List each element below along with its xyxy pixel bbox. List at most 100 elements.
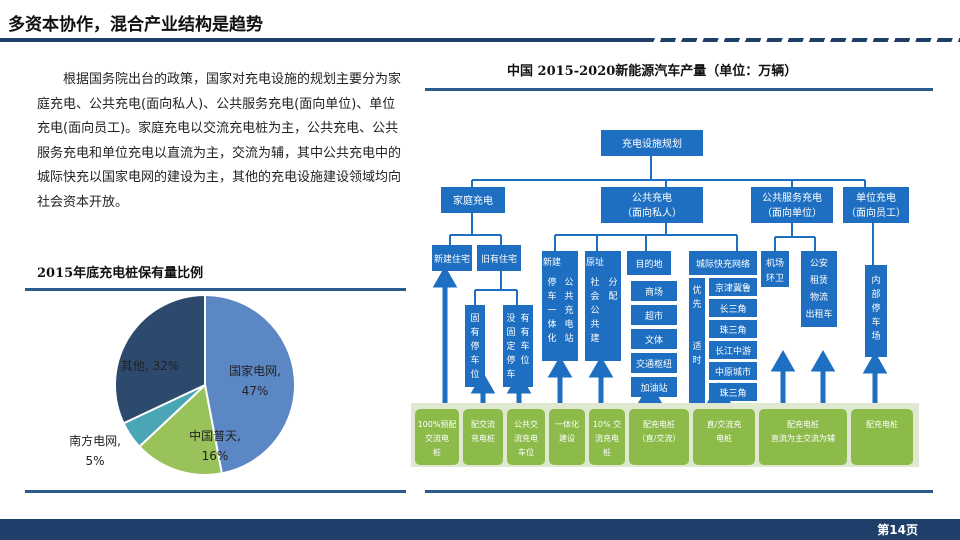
new-residence-box	[432, 245, 472, 271]
svg-text:站: 站	[564, 332, 573, 344]
svg-text:停: 停	[470, 340, 479, 352]
pie-label-value-2: 5%	[85, 454, 104, 468]
svg-text:位: 位	[470, 368, 479, 380]
svg-text:公: 公	[564, 277, 573, 288]
bottom-box-2	[463, 409, 503, 465]
svg-text:适: 适	[692, 341, 701, 352]
svg-text:流充电: 流充电	[514, 433, 538, 443]
svg-text:内: 内	[871, 274, 880, 286]
fixed-parking-box	[465, 305, 485, 387]
left-rule-bottom	[25, 490, 406, 493]
svg-text:建: 建	[590, 332, 599, 344]
right-rule-bottom	[425, 490, 933, 493]
category-unit-box	[843, 187, 909, 223]
bottom-box-8	[759, 409, 847, 465]
svg-text:部: 部	[871, 288, 880, 300]
bottom-box-9	[851, 409, 913, 465]
svg-text:充: 充	[564, 304, 573, 316]
svg-text:一: 一	[547, 306, 556, 316]
pie-label-name-0: 国家电网,	[229, 363, 281, 378]
svg-text:有: 有	[470, 326, 479, 338]
svg-text:车: 车	[547, 290, 556, 302]
svg-text:超市: 超市	[645, 310, 663, 322]
svg-text:停: 停	[547, 276, 556, 288]
svg-text:公共交: 公共交	[514, 419, 538, 429]
title-rule	[0, 38, 640, 42]
category-service-label: 公共服务充电	[762, 191, 822, 204]
root-label: 充电设施规划	[622, 137, 682, 150]
svg-text:长三角: 长三角	[719, 303, 746, 315]
svg-text:交流电: 交流电	[425, 433, 449, 443]
svg-text:（面向私人）: （面向私人）	[622, 206, 682, 219]
svg-text:停: 停	[871, 302, 880, 314]
category-public-label: 公共充电	[632, 191, 672, 204]
old-residence-box	[477, 245, 521, 271]
svg-text:化: 化	[547, 332, 556, 344]
svg-text:车: 车	[470, 354, 479, 366]
svg-text:固: 固	[506, 327, 515, 338]
pie-chart-title: 2015年底充电桩保有量比例	[37, 266, 204, 281]
page-title: 多资本协作，混合产业结构是趋势	[8, 15, 263, 35]
svg-text:（直/交流）: （直/交流）	[638, 433, 681, 443]
svg-text:定: 定	[506, 340, 515, 352]
svg-text:文体: 文体	[645, 334, 663, 346]
svg-text:原址: 原址	[586, 256, 604, 268]
category-service-box	[751, 187, 833, 223]
svg-text:共: 共	[564, 291, 573, 302]
pie-label-value-1: 16%	[202, 449, 229, 463]
svg-text:配: 配	[608, 291, 617, 302]
svg-text:新建: 新建	[543, 256, 561, 268]
svg-text:珠三角: 珠三角	[719, 387, 746, 399]
svg-text:配充电桩: 配充电桩	[866, 419, 898, 429]
pie-chart: 国家电网, 47% 中国普天, 16% 南方电网, 5% 其他, 32%	[69, 293, 296, 476]
category-public-box	[601, 187, 703, 223]
intercity-network-box	[689, 251, 757, 275]
svg-text:分: 分	[608, 277, 617, 288]
title-dashes	[640, 38, 960, 42]
policy-paragraph: 根据国务院出台的政策，国家对充电设施的规划主要分为家庭充电、公共充电(面向私人)…	[37, 72, 402, 210]
left-rule-top	[25, 288, 406, 291]
svg-text:公安: 公安	[810, 257, 828, 269]
right-section-title: 中国 2015-2020新能源汽车产量（单位：万辆）	[507, 64, 798, 79]
svg-text:充电桩: 充电桩	[471, 433, 495, 443]
category-home-label: 家庭充电	[453, 194, 493, 207]
svg-text:电: 电	[564, 318, 573, 330]
destination-box	[627, 251, 671, 275]
bottom-box-6	[629, 409, 689, 465]
svg-text:体: 体	[547, 318, 556, 330]
pie-slice-3	[114, 293, 206, 425]
svg-text:优: 优	[692, 284, 701, 296]
svg-text:一体化: 一体化	[555, 419, 579, 429]
bottom-box-3	[507, 409, 545, 465]
svg-text:固: 固	[470, 313, 479, 324]
original-site-box	[585, 251, 621, 361]
footer-bar: 第14页	[0, 519, 960, 540]
svg-text:加油站: 加油站	[640, 382, 667, 394]
svg-text:会: 会	[590, 290, 599, 302]
svg-text:有: 有	[520, 312, 529, 324]
pie-slice-1	[137, 383, 224, 476]
svg-text:城际快充网络: 城际快充网络	[696, 258, 750, 270]
svg-text:物流: 物流	[810, 291, 828, 303]
page-number: 第14页	[877, 523, 918, 537]
airport-box	[761, 251, 789, 287]
bottom-box-5	[589, 409, 625, 465]
svg-text:有: 有	[520, 326, 529, 338]
new-build-box	[542, 251, 578, 361]
bottom-box-7	[693, 409, 755, 465]
svg-text:100%预配: 100%预配	[418, 419, 457, 429]
svg-text:10% 交: 10% 交	[593, 419, 621, 429]
svg-text:停: 停	[506, 354, 515, 366]
svg-text:配充电桩: 配充电桩	[787, 419, 819, 429]
bottom-box-1	[415, 409, 459, 465]
svg-text:交通枢纽: 交通枢纽	[636, 358, 672, 370]
pie-slice-0	[204, 293, 296, 475]
svg-text:桩: 桩	[603, 447, 611, 457]
svg-text:机场: 机场	[766, 257, 784, 269]
svg-text:商场: 商场	[645, 286, 663, 298]
pie-label-name-1: 中国普天,	[189, 428, 241, 443]
bottom-box-4	[549, 409, 585, 465]
svg-text:时: 时	[692, 354, 701, 366]
svg-text:建设: 建设	[559, 433, 575, 443]
svg-text:电桩: 电桩	[716, 433, 732, 443]
